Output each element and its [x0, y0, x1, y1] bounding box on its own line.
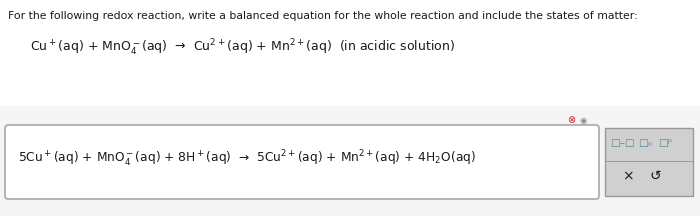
Text: ◉: ◉: [580, 116, 587, 124]
FancyBboxPatch shape: [5, 125, 599, 199]
Text: For the following redox reaction, write a balanced equation for the whole reacti: For the following redox reaction, write …: [8, 11, 638, 21]
Text: □₀: □₀: [638, 138, 652, 148]
Text: Cu$^+$(aq) + MnO$_4^-$(aq)  →  Cu$^{2+}$(aq) + Mn$^{2+}$(aq)  (in acidic solutio: Cu$^+$(aq) + MnO$_4^-$(aq) → Cu$^{2+}$(a…: [30, 38, 455, 58]
Text: □–□: □–□: [610, 138, 635, 148]
Text: ↺: ↺: [650, 169, 662, 183]
Text: □ᵖ: □ᵖ: [658, 138, 672, 148]
Text: ⊗: ⊗: [567, 115, 575, 125]
Text: ×: ×: [622, 169, 634, 183]
FancyBboxPatch shape: [0, 106, 700, 216]
Text: 5Cu$^+$(aq) + MnO$_4^-$(aq) + 8H$^+$(aq)  →  5Cu$^{2+}$(aq) + Mn$^{2+}$(aq) + 4H: 5Cu$^+$(aq) + MnO$_4^-$(aq) + 8H$^+$(aq)…: [18, 149, 476, 169]
FancyBboxPatch shape: [605, 128, 693, 196]
